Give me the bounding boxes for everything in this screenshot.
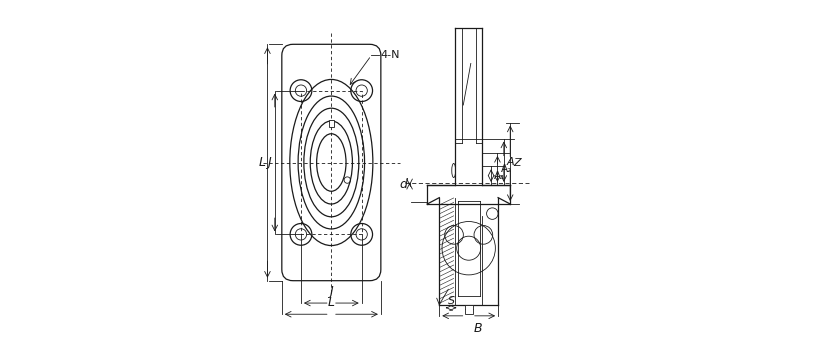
Text: B: B <box>473 322 481 335</box>
Bar <box>329 120 334 127</box>
Bar <box>465 305 472 314</box>
Text: A₁: A₁ <box>494 171 506 180</box>
Text: J: J <box>330 285 333 298</box>
Text: L: L <box>258 156 265 169</box>
Text: J: J <box>267 156 271 169</box>
Text: A₂: A₂ <box>501 164 512 174</box>
Text: S: S <box>447 296 455 306</box>
Text: A: A <box>507 157 515 167</box>
Text: 4-N: 4-N <box>381 50 401 61</box>
Text: d: d <box>400 177 408 191</box>
Text: Z: Z <box>513 158 521 168</box>
Text: L: L <box>328 296 335 309</box>
